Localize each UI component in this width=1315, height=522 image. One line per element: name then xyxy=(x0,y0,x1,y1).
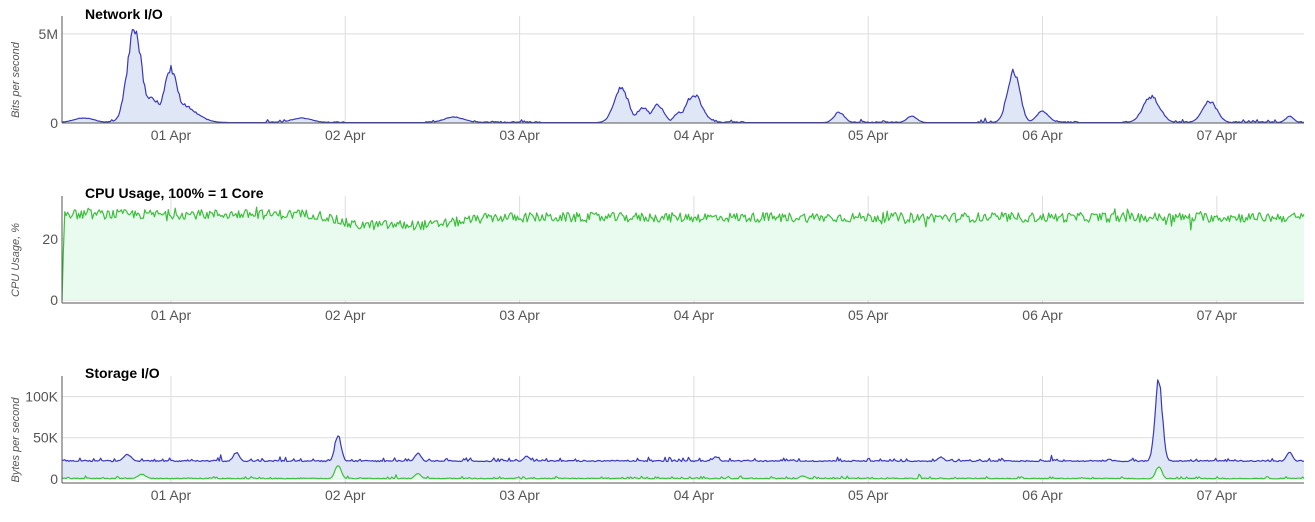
x-tick-label: 07 Apr xyxy=(1197,487,1238,503)
x-tick-label: 03 Apr xyxy=(499,307,540,323)
y-tick-label: 20 xyxy=(42,231,58,247)
y-tick-label: 0 xyxy=(50,292,58,308)
series-area xyxy=(62,379,1304,479)
series-line xyxy=(61,206,1305,300)
x-tick-label: 06 Apr xyxy=(1022,127,1063,143)
y-tick-label: 0 xyxy=(50,115,58,131)
x-tick-label: 07 Apr xyxy=(1197,307,1238,323)
series-area xyxy=(62,207,1304,300)
series-line xyxy=(61,379,1305,463)
y-axis-label: Bytes per second xyxy=(10,397,22,483)
x-tick-label: 05 Apr xyxy=(848,307,889,323)
x-tick-label: 06 Apr xyxy=(1022,307,1063,323)
y-axis-label: Bits per second xyxy=(10,41,22,118)
y-tick-label: 50K xyxy=(33,430,59,446)
y-tick-label: 100K xyxy=(25,389,58,405)
chart-title: Network I/O xyxy=(85,6,163,22)
storage-io-panel: Storage I/O Bytes per second 01 Apr 02 Ap… xyxy=(10,365,1305,503)
x-tick-label: 04 Apr xyxy=(674,487,715,503)
x-tick-label: 01 Apr xyxy=(151,487,192,503)
x-tick-label: 04 Apr xyxy=(674,307,715,323)
x-tick-label: 05 Apr xyxy=(848,127,889,143)
x-tick-label: 07 Apr xyxy=(1197,127,1238,143)
x-tick-label: 01 Apr xyxy=(151,307,192,323)
x-tick-label: 02 Apr xyxy=(325,487,366,503)
chart-title: CPU Usage, 100% = 1 Core xyxy=(85,185,264,201)
series-line xyxy=(61,465,1305,480)
x-tick-label: 04 Apr xyxy=(674,127,715,143)
series-line xyxy=(62,29,1305,124)
network-io-panel: Network I/O Bits per second 01 Apr 02 Apr… xyxy=(10,6,1305,143)
cpu-usage-panel: CPU Usage, 100% = 1 Core CPU Usage, % 01… xyxy=(10,185,1305,323)
series-area xyxy=(62,29,1304,124)
x-tick-label: 01 Apr xyxy=(151,127,192,143)
chart-title: Storage I/O xyxy=(85,365,160,381)
x-tick-label: 03 Apr xyxy=(499,487,540,503)
x-tick-label: 05 Apr xyxy=(848,487,889,503)
y-tick-label: 5M xyxy=(39,26,58,42)
x-tick-label: 02 Apr xyxy=(325,307,366,323)
x-tick-label: 06 Apr xyxy=(1022,487,1063,503)
y-tick-label: 0 xyxy=(50,471,58,487)
x-tick-label: 03 Apr xyxy=(499,127,540,143)
x-tick-label: 02 Apr xyxy=(325,127,366,143)
y-axis-label: CPU Usage, % xyxy=(10,223,22,297)
